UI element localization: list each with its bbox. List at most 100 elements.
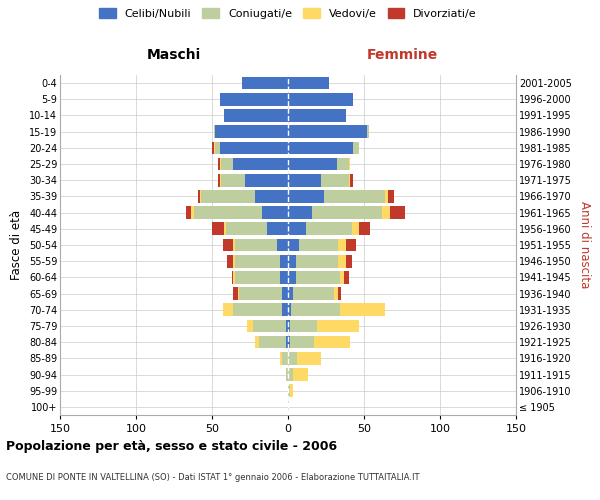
Bar	[238, 288, 239, 300]
Bar	[224, 222, 226, 235]
Bar	[290, 384, 293, 397]
Bar	[349, 174, 350, 186]
Bar	[367, 126, 368, 138]
Text: Popolazione per età, sesso e stato civile - 2006: Popolazione per età, sesso e stato civil…	[6, 440, 337, 453]
Bar	[191, 206, 194, 219]
Bar	[297, 352, 322, 364]
Bar	[288, 255, 296, 268]
Bar	[296, 255, 338, 268]
Bar	[214, 126, 215, 138]
Bar	[346, 255, 352, 268]
Bar	[286, 320, 288, 332]
Bar	[288, 158, 337, 170]
Bar	[215, 142, 220, 154]
Bar	[254, 190, 288, 202]
Bar	[221, 158, 233, 170]
Bar	[232, 271, 233, 283]
Bar	[215, 126, 288, 138]
Bar	[288, 304, 291, 316]
Bar	[239, 288, 282, 300]
Bar	[218, 174, 220, 186]
Bar	[353, 142, 359, 154]
Bar	[390, 206, 405, 219]
Bar	[267, 222, 288, 235]
Bar	[286, 368, 288, 381]
Bar	[212, 142, 214, 154]
Bar	[337, 158, 349, 170]
Bar	[220, 93, 288, 106]
Bar	[293, 368, 308, 381]
Bar	[288, 384, 290, 397]
Bar	[288, 368, 293, 381]
Text: Maschi: Maschi	[147, 48, 201, 62]
Bar	[352, 222, 359, 235]
Bar	[288, 222, 306, 235]
Bar	[262, 206, 288, 219]
Bar	[235, 271, 280, 283]
Bar	[288, 288, 293, 300]
Bar	[349, 158, 350, 170]
Bar	[288, 352, 297, 364]
Bar	[325, 190, 385, 202]
Bar	[233, 255, 235, 268]
Bar	[233, 288, 238, 300]
Bar	[382, 206, 390, 219]
Bar	[322, 174, 349, 186]
Bar	[288, 174, 322, 186]
Bar	[282, 304, 288, 316]
Bar	[254, 336, 259, 348]
Bar	[186, 206, 191, 219]
Bar	[226, 222, 267, 235]
Bar	[233, 158, 288, 170]
Bar	[247, 320, 253, 332]
Bar	[233, 304, 282, 316]
Bar	[253, 320, 286, 332]
Bar	[233, 238, 235, 252]
Bar	[202, 190, 254, 202]
Bar	[299, 238, 338, 252]
Bar	[194, 206, 262, 219]
Bar	[288, 190, 325, 202]
Bar	[359, 222, 370, 235]
Bar	[306, 222, 352, 235]
Bar	[288, 238, 299, 252]
Bar	[218, 158, 220, 170]
Bar	[245, 174, 288, 186]
Bar	[293, 288, 334, 300]
Y-axis label: Fasce di età: Fasce di età	[10, 210, 23, 280]
Bar	[290, 320, 317, 332]
Bar	[280, 271, 288, 283]
Bar	[288, 206, 313, 219]
Bar	[338, 288, 341, 300]
Y-axis label: Anni di nascita: Anni di nascita	[578, 202, 591, 288]
Bar	[317, 320, 359, 332]
Bar	[282, 352, 288, 364]
Bar	[346, 238, 356, 252]
Bar	[259, 336, 286, 348]
Bar	[338, 238, 346, 252]
Bar	[220, 158, 221, 170]
Bar	[388, 190, 394, 202]
Bar	[290, 336, 314, 348]
Bar	[235, 238, 277, 252]
Bar	[199, 190, 200, 202]
Bar	[340, 271, 344, 283]
Bar	[344, 271, 349, 283]
Bar	[288, 320, 290, 332]
Bar	[286, 336, 288, 348]
Bar	[277, 238, 288, 252]
Bar	[288, 77, 329, 90]
Bar	[280, 352, 282, 364]
Bar	[350, 174, 353, 186]
Bar	[291, 304, 340, 316]
Bar	[200, 190, 202, 202]
Legend: Celibi/Nubili, Coniugati/e, Vedovi/e, Divorziati/e: Celibi/Nubili, Coniugati/e, Vedovi/e, Di…	[99, 8, 477, 19]
Bar	[288, 271, 296, 283]
Bar	[220, 142, 288, 154]
Bar	[233, 271, 235, 283]
Bar	[385, 190, 388, 202]
Bar	[338, 255, 346, 268]
Bar	[282, 288, 288, 300]
Bar	[212, 222, 224, 235]
Bar	[296, 271, 340, 283]
